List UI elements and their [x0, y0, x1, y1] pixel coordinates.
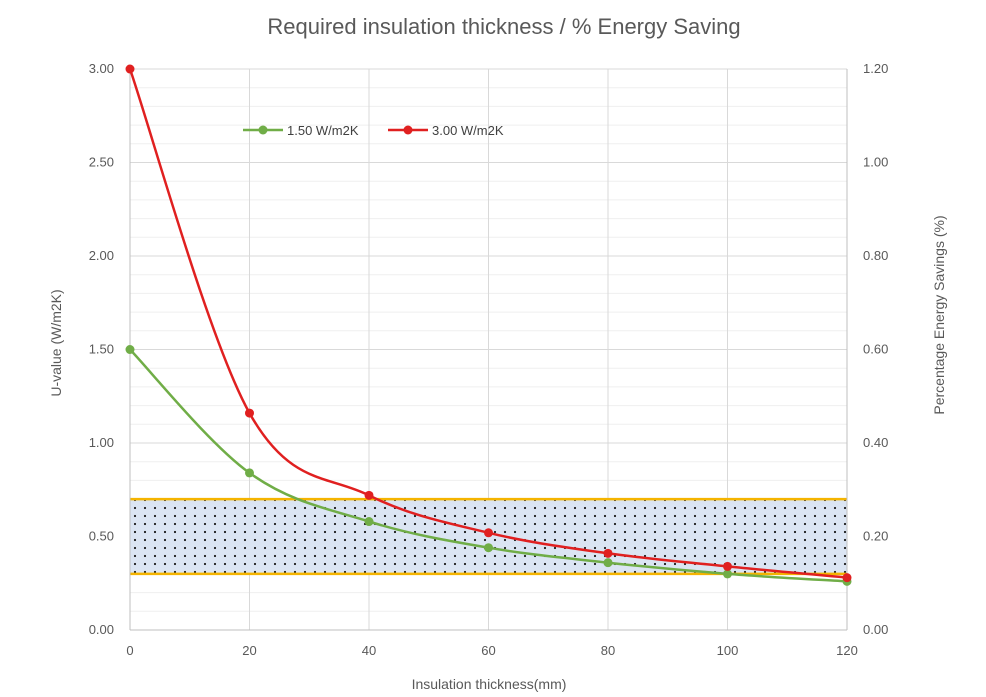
x-tick-label: 120	[836, 643, 858, 658]
data-point	[603, 548, 613, 558]
data-point	[125, 345, 135, 354]
y2-tick-label: 0.40	[863, 435, 888, 450]
y-tick-label: 0.50	[89, 529, 114, 544]
series-2	[125, 64, 852, 583]
legend-item: 1.50 W/m2K	[243, 123, 359, 138]
x-tick-label: 0	[126, 643, 133, 658]
data-point	[603, 558, 613, 568]
y-tick-label: 1.50	[89, 342, 114, 357]
x-tick-label: 80	[601, 643, 615, 658]
legend-marker	[258, 125, 268, 135]
y2-tick-label: 0.00	[863, 622, 888, 637]
y2-axis-label: Percentage Energy Savings (%)	[931, 215, 947, 414]
y2-tick-label: 0.80	[863, 248, 888, 263]
y2-tick-label: 0.60	[863, 342, 888, 357]
y-tick-label: 2.00	[89, 248, 114, 263]
axes: 0.00 0.50 1.00 1.50 2.00 2.50 3.00 0.00 0.20 0.40…	[89, 61, 889, 658]
series-line	[128, 68, 848, 579]
data-point	[484, 528, 493, 538]
data-point	[364, 517, 374, 527]
x-axis-label: Insulation thickness(mm)	[412, 676, 567, 692]
x-tick-label: 40	[362, 643, 376, 658]
y-tick-label: 1.00	[89, 435, 114, 450]
x-tick-label: 20	[242, 643, 256, 658]
data-point	[364, 490, 374, 500]
data-point	[842, 573, 852, 583]
legend-marker	[403, 125, 413, 135]
legend-label: 1.50 W/m2K	[287, 123, 359, 138]
y-tick-label: 2.50	[89, 155, 114, 170]
y-tick-label: 3.00	[89, 61, 114, 76]
data-point	[125, 64, 135, 74]
y-axis-label: U-value (W/m2K)	[48, 289, 64, 396]
x-tick-label: 100	[717, 643, 739, 658]
x-tick-label: 60	[481, 643, 495, 658]
data-point	[723, 561, 732, 571]
legend-label: 3.00 W/m2K	[432, 123, 504, 138]
y2-tick-label: 1.20	[863, 61, 888, 76]
legend: 1.50 W/m2K 3.00 W/m2K	[243, 123, 504, 138]
data-point	[245, 408, 254, 418]
data-point	[484, 543, 493, 553]
y2-tick-label: 1.00	[863, 155, 888, 170]
legend-item: 3.00 W/m2K	[388, 123, 504, 138]
series-layer	[125, 64, 852, 586]
data-point	[723, 569, 732, 579]
chart-title: Required insulation thickness / % Energy…	[267, 14, 740, 39]
y-tick-label: 0.00	[89, 622, 114, 637]
data-point	[245, 468, 254, 478]
y2-tick-label: 0.20	[863, 529, 888, 544]
